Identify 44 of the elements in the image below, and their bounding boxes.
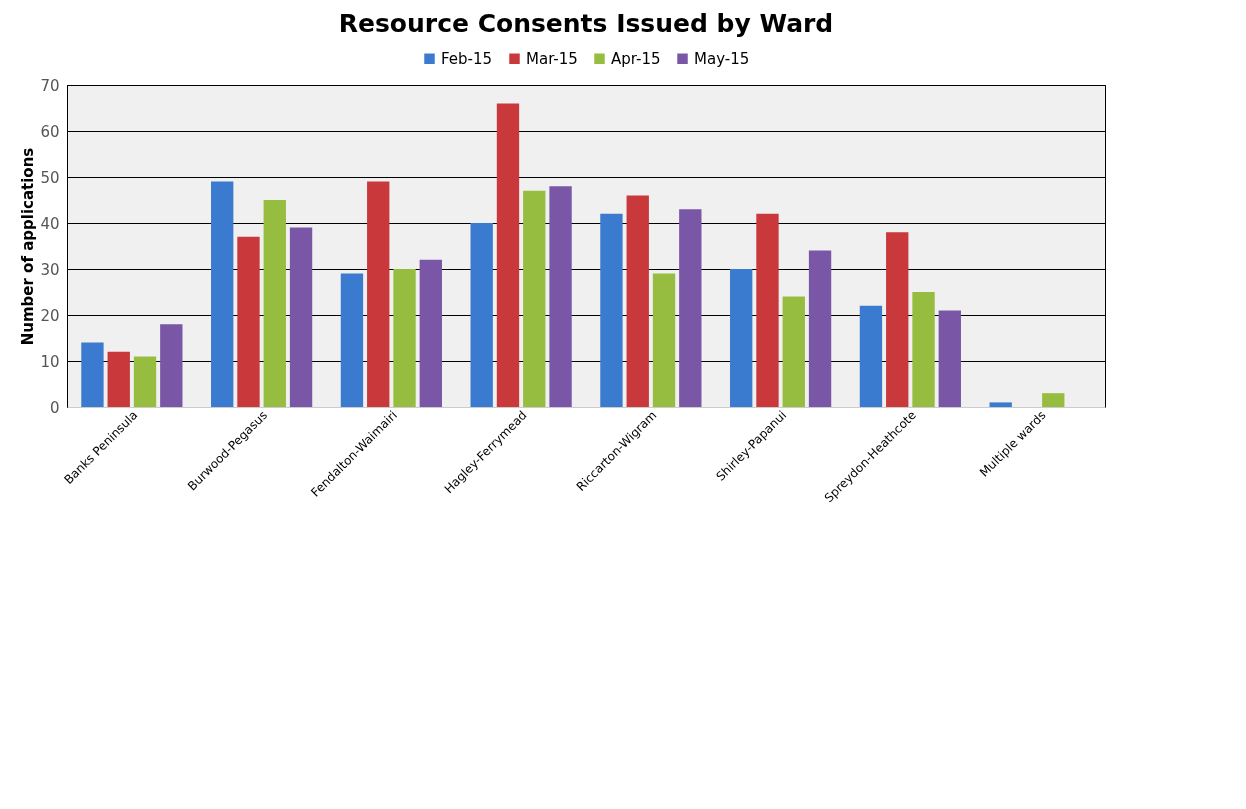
- bar: [549, 186, 572, 407]
- bar: [782, 296, 805, 407]
- bar: [626, 195, 649, 407]
- bar: [523, 190, 546, 407]
- y-tick-label: 0: [49, 398, 60, 417]
- bar: [367, 181, 390, 407]
- y-tick-label: 30: [40, 260, 60, 279]
- bar: [912, 292, 935, 407]
- bar: [107, 351, 130, 407]
- y-tick-label: 50: [40, 168, 60, 187]
- legend-label: Mar-15: [526, 49, 578, 68]
- legend-label: May-15: [694, 49, 750, 68]
- bar: [160, 324, 183, 407]
- bar: [1042, 393, 1065, 407]
- bar: [496, 103, 520, 407]
- bar: [730, 269, 753, 407]
- y-tick-label: 10: [40, 352, 60, 371]
- bar: [263, 200, 286, 407]
- bar: [938, 310, 961, 407]
- bar: [600, 213, 623, 407]
- y-tick-label: 20: [40, 306, 60, 325]
- bar: [989, 402, 1012, 407]
- bar: [470, 223, 493, 407]
- y-axis-title: Number of applications: [19, 147, 38, 346]
- bar: [289, 227, 313, 407]
- y-tick-label: 40: [40, 214, 60, 233]
- bar: [808, 250, 832, 407]
- bar: [211, 181, 234, 407]
- bar: [133, 356, 157, 407]
- legend-label: Feb-15: [441, 49, 493, 68]
- bar: [652, 273, 676, 407]
- bar: [859, 305, 883, 407]
- bar: [419, 259, 442, 407]
- y-tick-label: 70: [40, 76, 60, 95]
- y-tick-label: 60: [40, 122, 60, 141]
- chart-title: Resource Consents Issued by Ward: [338, 9, 834, 38]
- legend-label: Apr-15: [611, 49, 661, 68]
- bar: [81, 342, 104, 407]
- bar: [237, 236, 260, 407]
- bar: [756, 213, 779, 407]
- bar: [340, 273, 364, 407]
- bar: [679, 209, 702, 407]
- bar: [393, 269, 416, 407]
- bar: [886, 232, 909, 407]
